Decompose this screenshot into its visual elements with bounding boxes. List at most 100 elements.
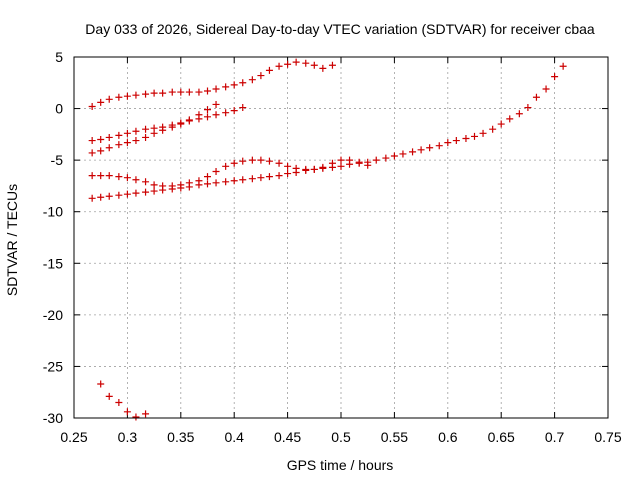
data-point: [123, 92, 131, 100]
chart-title: Day 033 of 2026, Sidereal Day-to-day VTE…: [85, 21, 595, 37]
data-point: [185, 116, 193, 124]
data-point: [115, 141, 123, 149]
y-tick-label: -25: [43, 358, 63, 374]
y-tick-label: 0: [55, 101, 63, 117]
data-point: [177, 88, 185, 96]
x-tick-label: 0.55: [381, 429, 408, 445]
data-point: [346, 160, 354, 168]
series-track-e: [88, 62, 567, 202]
data-point: [310, 165, 318, 173]
data-point: [123, 129, 131, 137]
data-point: [292, 169, 300, 177]
data-point: [355, 159, 363, 167]
data-point: [248, 175, 256, 183]
x-tick-label: 0.75: [594, 429, 621, 445]
data-point: [230, 107, 238, 115]
data-point: [97, 172, 105, 180]
data-point: [426, 144, 434, 152]
data-point: [88, 172, 96, 180]
data-point: [292, 58, 300, 66]
y-tick-label: -5: [51, 152, 64, 168]
data-point: [302, 166, 310, 174]
data-point: [239, 157, 247, 165]
data-point: [123, 190, 131, 198]
data-point: [204, 180, 211, 188]
plot-frame: [73, 56, 609, 419]
data-point: [115, 191, 123, 199]
data-point: [212, 100, 220, 108]
data-point: [452, 137, 460, 145]
data-point: [230, 177, 238, 185]
data-point: [382, 154, 390, 162]
data-point: [159, 126, 167, 134]
data-point: [204, 87, 211, 95]
data-point: [239, 176, 247, 184]
data-point: [185, 183, 193, 191]
points-layer: [88, 58, 567, 421]
data-point: [275, 62, 283, 70]
x-tick-label: 0.3: [118, 429, 138, 445]
data-point: [275, 172, 283, 180]
data-point: [212, 179, 220, 187]
series-track-f: [97, 380, 150, 421]
data-point: [204, 106, 211, 114]
data-point: [524, 104, 532, 112]
y-tick-label: -10: [43, 204, 63, 220]
x-tick-label: 0.4: [224, 429, 244, 445]
data-point: [142, 178, 150, 186]
data-point: [105, 95, 113, 103]
data-point: [212, 111, 220, 119]
data-point: [222, 178, 230, 186]
data-point: [142, 410, 150, 418]
data-point: [248, 76, 256, 84]
data-point: [97, 380, 105, 388]
series-track-c: [88, 100, 220, 157]
data-point: [115, 399, 123, 407]
data-point: [123, 408, 131, 416]
x-tick-label: 0.6: [438, 429, 458, 445]
data-point: [497, 120, 505, 128]
data-point: [302, 59, 310, 67]
data-point: [97, 193, 105, 201]
data-point: [159, 89, 167, 97]
data-point: [142, 133, 150, 141]
data-point: [195, 88, 203, 96]
data-point: [471, 132, 478, 140]
data-point: [399, 150, 407, 158]
data-point: [390, 152, 398, 160]
series-track-a: [88, 58, 336, 111]
data-point: [222, 83, 230, 91]
data-point: [88, 194, 96, 202]
data-point: [105, 144, 113, 152]
data-point: [222, 109, 230, 117]
data-point: [142, 188, 150, 196]
data-point: [212, 85, 220, 93]
data-point: [310, 61, 318, 69]
data-point: [506, 115, 514, 123]
y-tick-label: 5: [55, 49, 63, 65]
data-point: [364, 158, 372, 166]
data-point: [515, 110, 523, 118]
data-point: [150, 181, 158, 189]
data-point: [105, 392, 113, 400]
data-point: [150, 129, 158, 137]
data-point: [248, 156, 256, 164]
data-point: [257, 72, 265, 80]
data-point: [265, 157, 273, 165]
data-point: [97, 147, 105, 155]
data-point: [257, 174, 265, 182]
data-point: [204, 173, 211, 181]
data-point: [204, 113, 211, 121]
x-tick-label: 0.45: [274, 429, 301, 445]
y-tick-label: -15: [43, 255, 63, 271]
tick-layer: 0.25 0.3 0.35 0.4 0.45 0.5 0.55 0.6 0.65 0.7 0.75 5…: [43, 49, 622, 445]
data-point: [551, 73, 559, 81]
data-point: [132, 127, 140, 135]
data-point: [542, 85, 550, 93]
series-track-d: [88, 156, 372, 190]
data-point: [239, 104, 247, 112]
data-point: [265, 66, 273, 74]
data-point: [328, 163, 336, 171]
data-point: [284, 60, 292, 68]
data-point: [185, 88, 193, 96]
